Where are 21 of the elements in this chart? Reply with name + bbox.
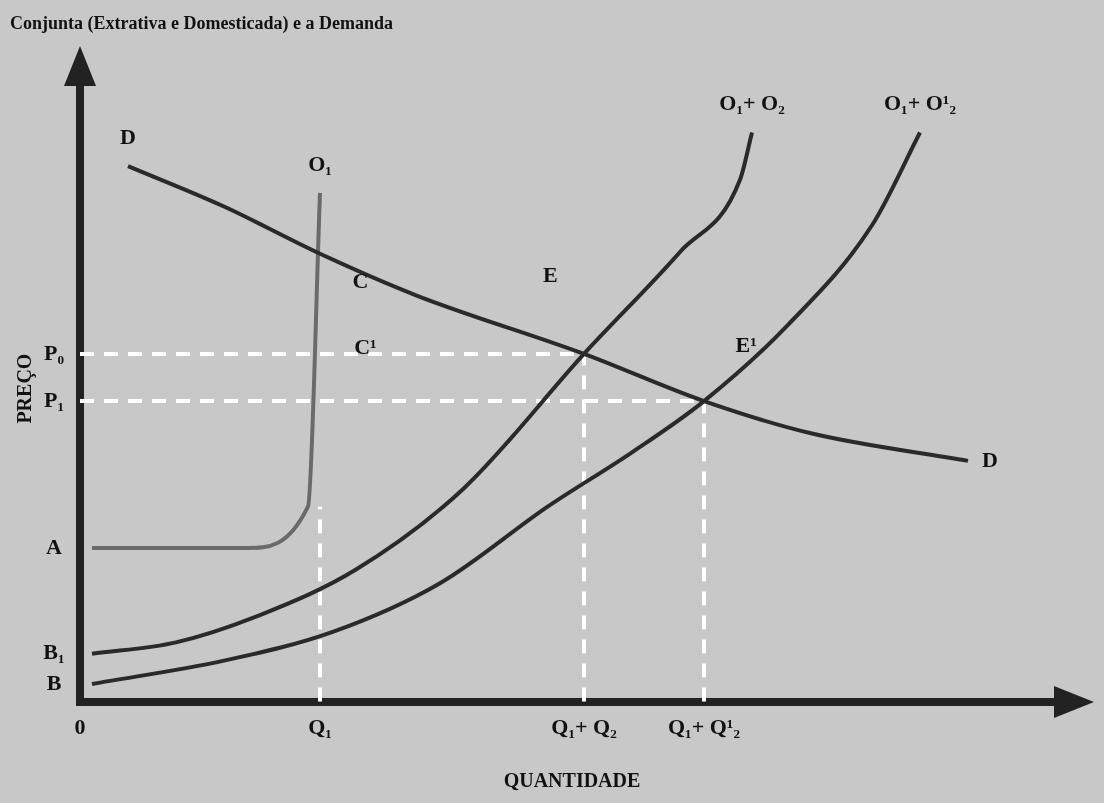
annotation: E¹ — [735, 332, 757, 358]
x-tick-label: Q₁+ Q₂ — [551, 714, 618, 740]
chart-title: Conjunta (Extrativa e Domesticada) e a Demanda — [10, 13, 393, 35]
text: B — [46, 669, 62, 695]
series-label: O₁+ O₂ — [719, 90, 786, 116]
x-tick-label: 0 — [74, 714, 86, 740]
annotation: C¹ — [354, 333, 377, 359]
x-axis-title: QUANTIDADE — [503, 769, 641, 792]
annotation: E — [543, 261, 558, 287]
annotation: C — [352, 267, 369, 293]
series-label: O₁+ O¹₂ — [883, 90, 957, 116]
x-tick-label: Q₁+ Q¹₂ — [667, 714, 741, 740]
series-label: O₁ — [308, 150, 332, 176]
text: A — [46, 533, 63, 559]
ref-line-label: P₁ — [43, 386, 65, 412]
text: B₁ — [43, 639, 65, 665]
x-tick-label: Q₁ — [308, 714, 332, 740]
ref-line-label: P₀ — [43, 339, 65, 365]
text: D — [120, 123, 136, 149]
series-label: D — [982, 446, 998, 472]
y-axis-title: PREÇO — [13, 353, 37, 424]
